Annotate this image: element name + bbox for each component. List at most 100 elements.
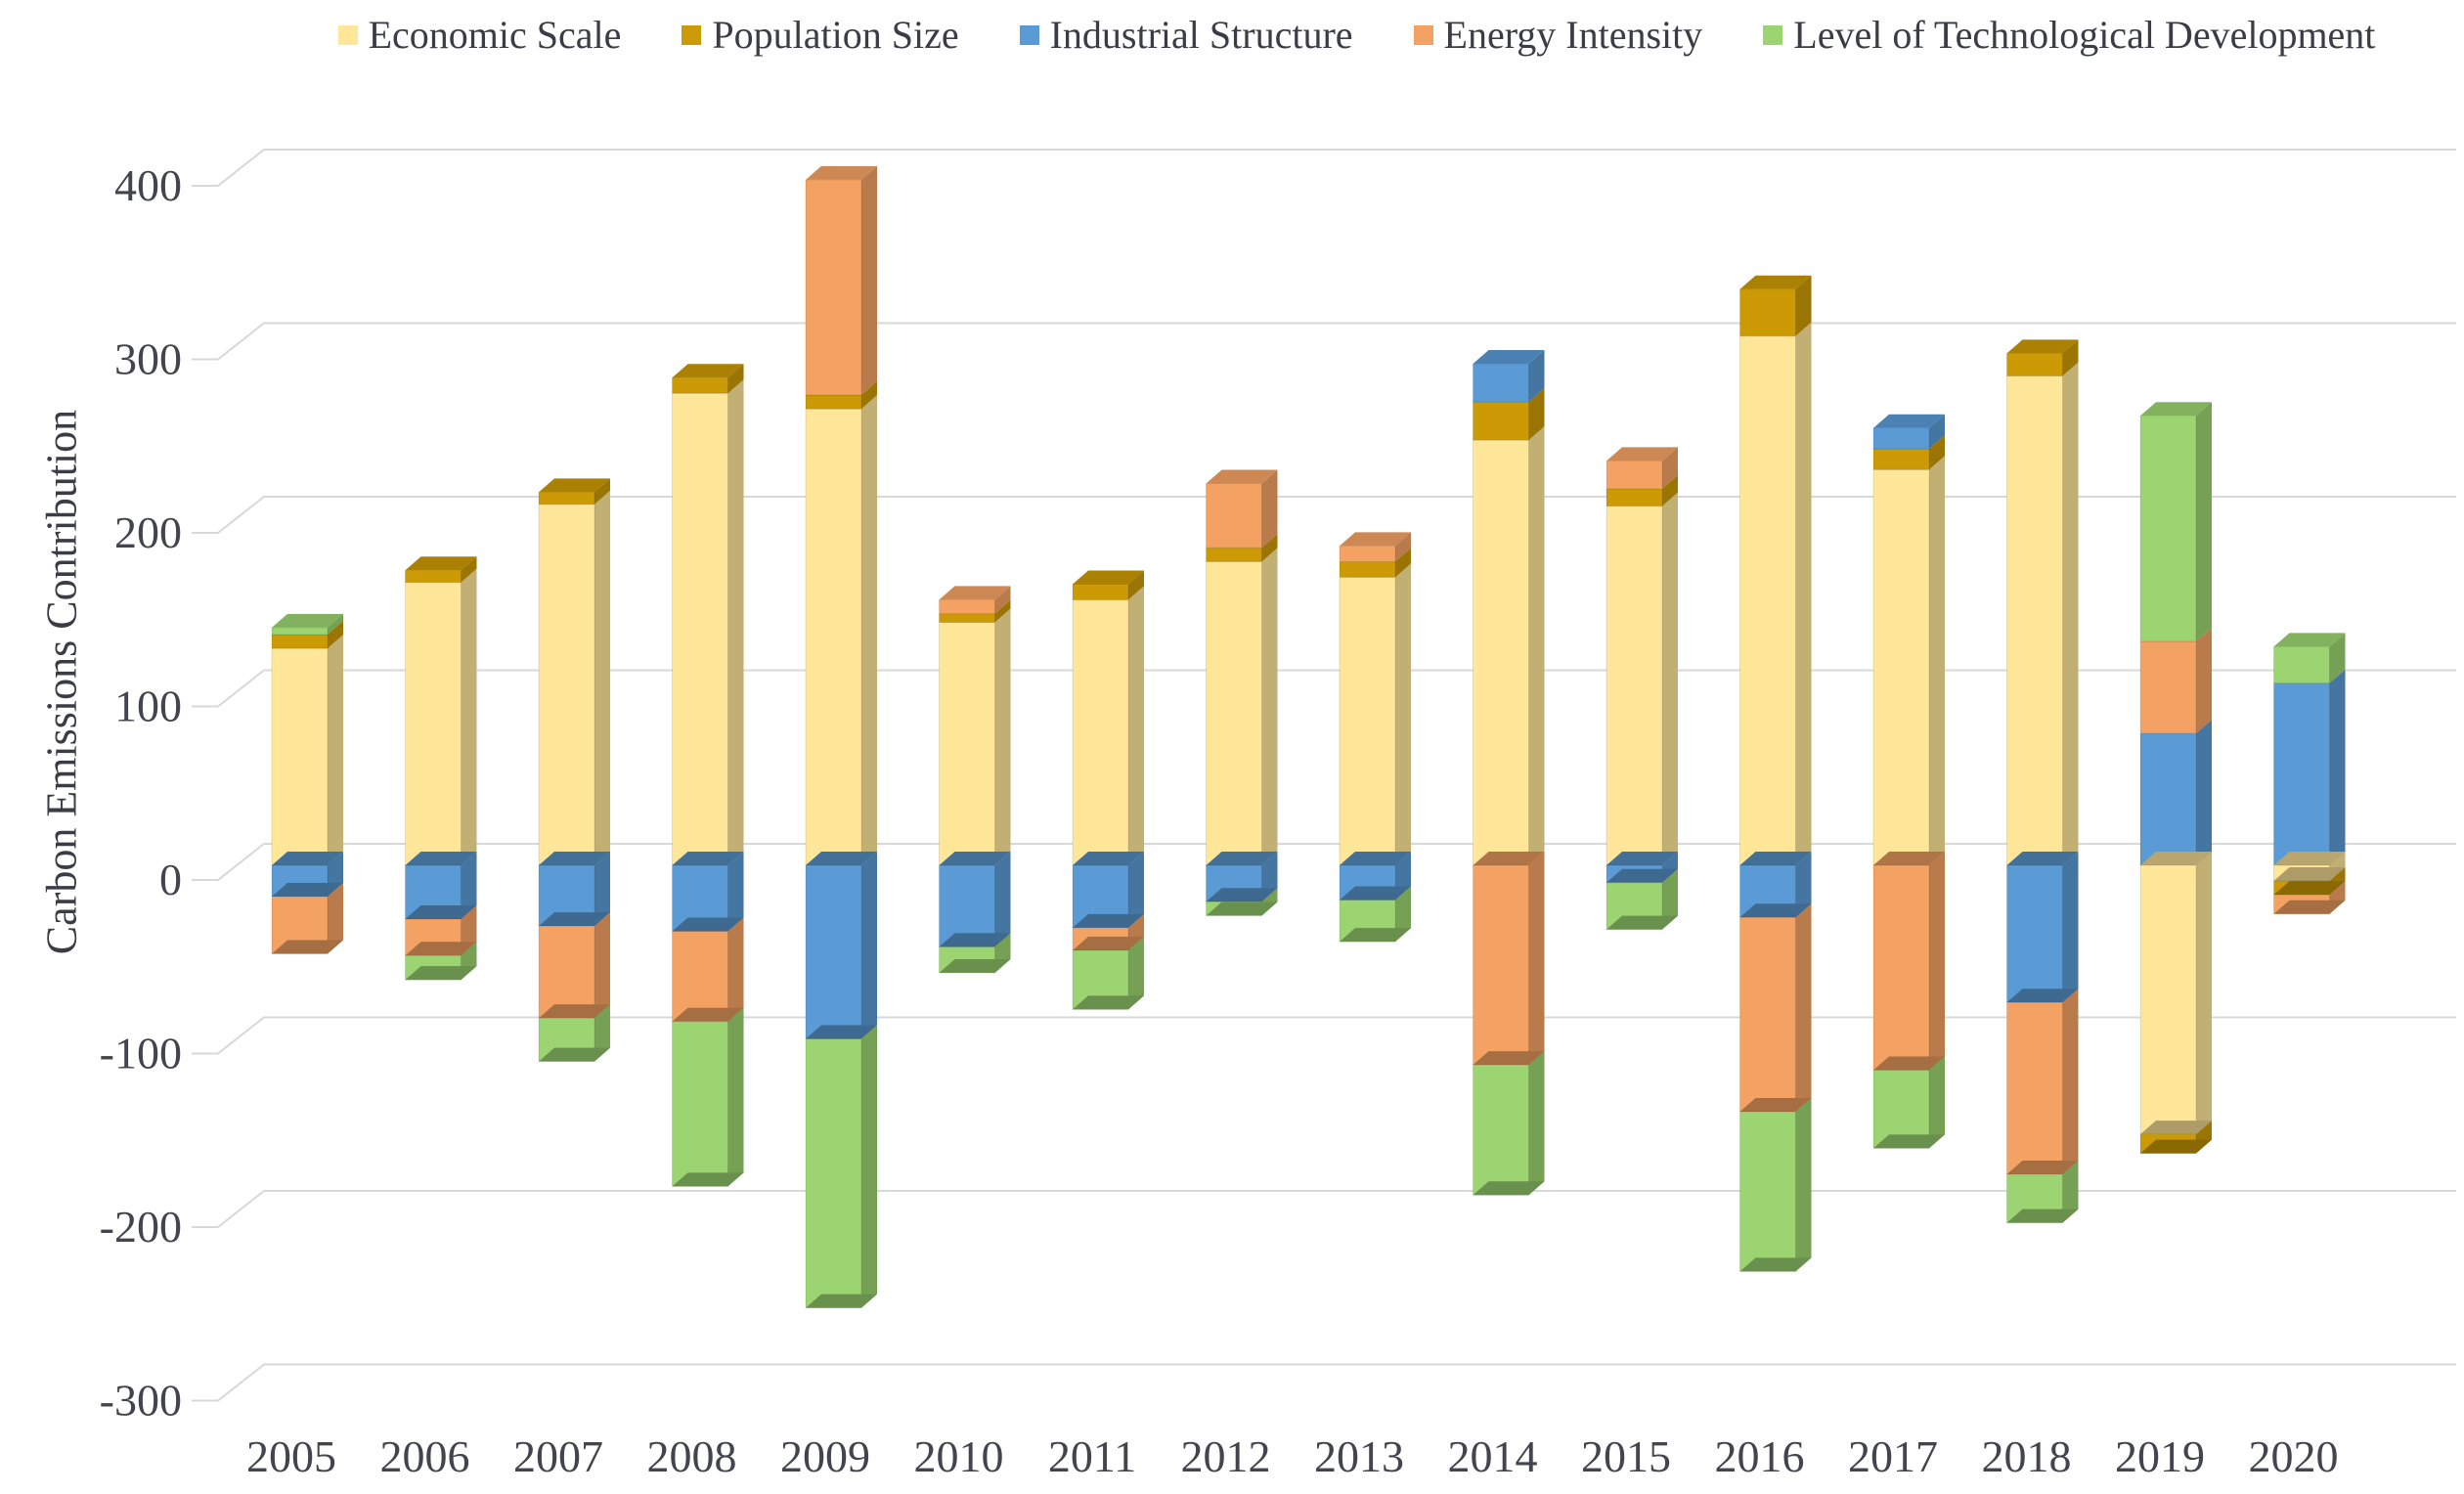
bar-segment-side	[1395, 548, 1411, 578]
bar-segment	[2139, 864, 2197, 1135]
bar-segment-side	[1795, 1098, 1812, 1272]
bar-segment	[939, 613, 995, 623]
bar-2012	[1206, 469, 1278, 916]
bar-segment-side	[994, 852, 1011, 947]
bar-zero-band	[1873, 852, 1945, 865]
bar-segment	[805, 394, 862, 410]
gridline-400	[192, 149, 2456, 187]
x-tick-label-2006: 2006	[380, 1431, 470, 1481]
y-tick-label-0: 0	[159, 855, 182, 904]
bar-segment-side	[1395, 532, 1411, 562]
bar-segment-bottom-band	[539, 1004, 610, 1019]
bar-segment	[1872, 468, 1930, 866]
bar-segment	[805, 1038, 862, 1309]
bar-2014	[1473, 350, 1545, 1196]
bar-segment-side	[594, 478, 610, 505]
bar-zero-band	[1739, 852, 1812, 865]
bar-2013	[1339, 532, 1411, 943]
bar-segment-bottom-band	[672, 1172, 744, 1187]
bar-segment	[1606, 505, 1663, 866]
bar-segment-side	[994, 599, 1011, 623]
bar-segment	[2139, 732, 2197, 866]
bar-segment	[271, 647, 329, 866]
legend-swatch	[1763, 24, 1783, 45]
bar-segment-side	[2329, 633, 2346, 683]
bar-segment-bottom-band	[2006, 989, 2079, 1003]
bar-segment	[939, 598, 995, 615]
bar-segment	[805, 408, 862, 866]
bar-segment-top	[1873, 414, 1945, 428]
x-tick-label-2013: 2013	[1314, 1431, 1404, 1481]
bar-segment-side	[1128, 852, 1144, 928]
bar-2016	[1739, 275, 1812, 1272]
legend-label: Level of Technological Development	[1793, 13, 2376, 57]
bar-segment-side	[994, 586, 1011, 614]
bar-segment	[1072, 583, 1129, 600]
bar-segment	[2139, 640, 2197, 734]
legend-swatch	[1413, 24, 1433, 45]
bar-segment	[939, 622, 995, 866]
bar-segment-bottom-band	[1873, 1134, 1945, 1149]
bar-2011	[1072, 570, 1144, 1010]
bar-segment-side	[2062, 1160, 2079, 1223]
bar-segment-top	[672, 364, 744, 378]
bar-segment	[1606, 460, 1663, 490]
bar-segment-bottom-band	[1206, 901, 1278, 916]
bar-segment-side	[328, 613, 343, 635]
x-tick-label-2011: 2011	[1048, 1431, 1136, 1481]
bar-segment	[538, 925, 595, 1019]
bar-segment	[1473, 439, 1529, 866]
bar-segment-top	[2273, 633, 2346, 647]
bar-segment	[805, 179, 862, 396]
bar-segment-side	[1929, 456, 1945, 865]
x-tick-label-2012: 2012	[1181, 1431, 1271, 1481]
x-tick-label-2007: 2007	[513, 1431, 603, 1481]
bar-segment-bottom-band	[939, 959, 1011, 974]
bar-segment-side	[594, 490, 610, 865]
bar-segment	[1473, 864, 1529, 1066]
bar-segment-side	[461, 852, 477, 920]
bar-segment	[2139, 415, 2197, 642]
legend-label: Population Size	[712, 13, 959, 57]
bar-segment-side	[2329, 669, 2346, 865]
bar-zero-band	[806, 852, 877, 865]
bar-segment-side	[2062, 362, 2079, 865]
bar-segment-bottom-band	[539, 1047, 610, 1062]
bar-2017	[1872, 414, 1945, 1149]
bar-segment	[538, 491, 595, 505]
bar-segment	[1072, 598, 1129, 866]
bar-segment-side	[328, 620, 343, 649]
bar-zero-band	[1473, 852, 1545, 865]
bar-segment-bottom-band	[2006, 1160, 2079, 1174]
bar-segment-bottom-band	[939, 933, 1011, 947]
bar-segment-top	[1206, 469, 1278, 484]
bar-segment-side	[1261, 534, 1278, 562]
bar-zero-band	[939, 852, 1011, 865]
bar-segment-side	[727, 379, 744, 865]
bar-segment-side	[1128, 570, 1144, 600]
bar-zero-band	[2006, 852, 2079, 865]
gridline-0	[192, 843, 2456, 881]
x-tick-label-2020: 2020	[2249, 1431, 2339, 1481]
bar-segment	[1739, 288, 1796, 337]
bar-segment	[2273, 645, 2330, 684]
bar-segment-bottom-band	[1473, 1051, 1545, 1066]
bar-segment-side	[2196, 628, 2212, 734]
bar-segment	[405, 582, 462, 866]
bar-segment-side	[1528, 426, 1545, 865]
bar-segment-top	[1340, 532, 1411, 547]
bar-segment	[1739, 916, 1796, 1113]
y-tick-label-100: 100	[114, 681, 182, 731]
bar-segment-bottom-band	[1073, 913, 1144, 928]
bar-segment-bottom-band	[405, 942, 477, 956]
bar-segment	[271, 627, 329, 636]
bar-segment-side	[727, 364, 744, 394]
bar-segment-side	[861, 380, 877, 410]
bar-segment	[271, 634, 329, 649]
bar-segment-side	[727, 917, 744, 1022]
bar-segment	[1739, 1111, 1796, 1272]
bar-segment-bottom-band	[1739, 1257, 1812, 1272]
bar-segment	[2006, 374, 2063, 866]
bar-segment-bottom-band	[672, 1007, 744, 1022]
bar-segment-side	[994, 608, 1011, 865]
